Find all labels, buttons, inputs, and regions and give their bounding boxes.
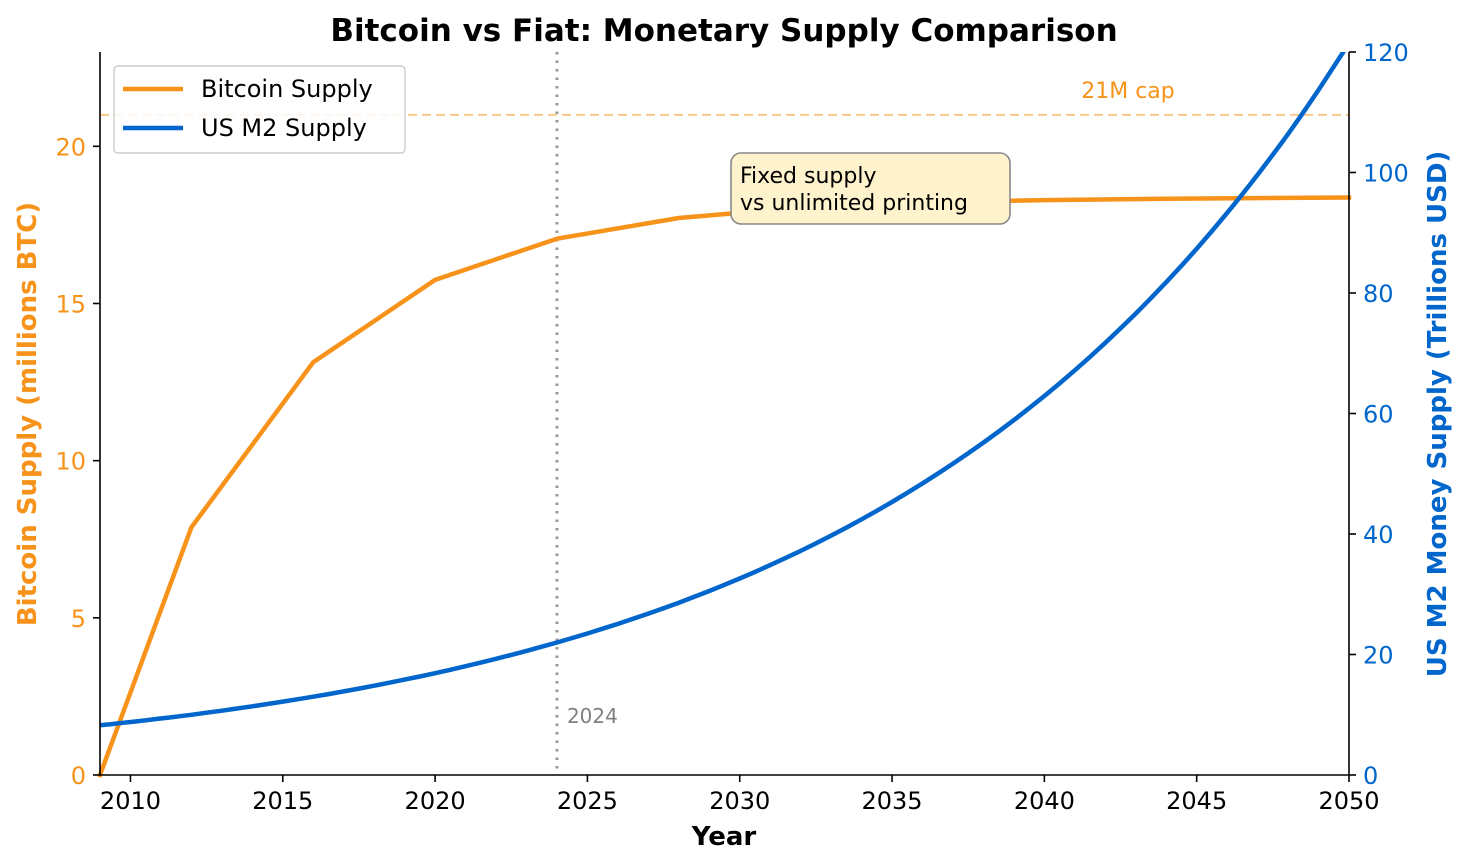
right-tick-label-60: 60 [1363, 401, 1394, 429]
right-tick-label-20: 20 [1363, 642, 1394, 670]
left-tick-label-10: 10 [55, 448, 86, 476]
year-2024-label: 2024 [567, 704, 618, 728]
left-axis-label: Bitcoin Supply (millions BTC) [13, 202, 43, 626]
legend-frame [113, 65, 406, 154]
right-tick-label-80: 80 [1363, 280, 1394, 308]
annotation-line-2: vs unlimited printing [740, 191, 968, 216]
left-tick-label-15: 15 [55, 290, 86, 318]
x-tick-label-2020: 2020 [405, 787, 466, 815]
legend-label-m2: US M2 Supply [201, 114, 367, 142]
x-tick-label-2015: 2015 [252, 787, 313, 815]
x-tick-label-2025: 2025 [557, 787, 618, 815]
cap-21m-label: 21M cap [1081, 79, 1175, 104]
annotation-line-1: Fixed supply [740, 164, 876, 189]
x-tick-label-2050: 2050 [1318, 787, 1379, 815]
x-tick-label-2035: 2035 [862, 787, 923, 815]
x-axis-ticks: 2010 2015 2020 2025 2030 2035 2040 2045 2050 [100, 775, 1380, 815]
right-axis-ticks: 0 20 40 60 80 100 120 [1349, 39, 1409, 790]
left-tick-label-5: 5 [71, 605, 86, 633]
x-tick-label-2030: 2030 [709, 787, 770, 815]
annotation: Fixed supply vs unlimited printing [730, 152, 1011, 225]
x-tick-label-2040: 2040 [1014, 787, 1075, 815]
m2-supply-line [100, 52, 1346, 728]
right-tick-label-0: 0 [1363, 762, 1378, 790]
legend-label-bitcoin: Bitcoin Supply [201, 75, 373, 103]
right-tick-label-120: 120 [1363, 39, 1409, 67]
left-tick-label-20: 20 [55, 133, 86, 161]
annotation-box [730, 152, 1011, 225]
right-tick-label-100: 100 [1363, 160, 1409, 188]
x-axis-label: Year [691, 822, 757, 852]
left-axis-ticks: 0 5 10 15 20 [55, 133, 100, 790]
legend: Bitcoin Supply US M2 Supply [113, 65, 406, 154]
x-tick-label-2010: 2010 [100, 787, 161, 815]
right-tick-label-40: 40 [1363, 521, 1394, 549]
left-tick-label-0: 0 [71, 762, 86, 790]
right-axis-label: US M2 Money Supply (Trillions USD) [1423, 151, 1453, 678]
chart-title: Bitcoin vs Fiat: Monetary Supply Compari… [330, 13, 1117, 49]
x-tick-label-2045: 2045 [1166, 787, 1227, 815]
